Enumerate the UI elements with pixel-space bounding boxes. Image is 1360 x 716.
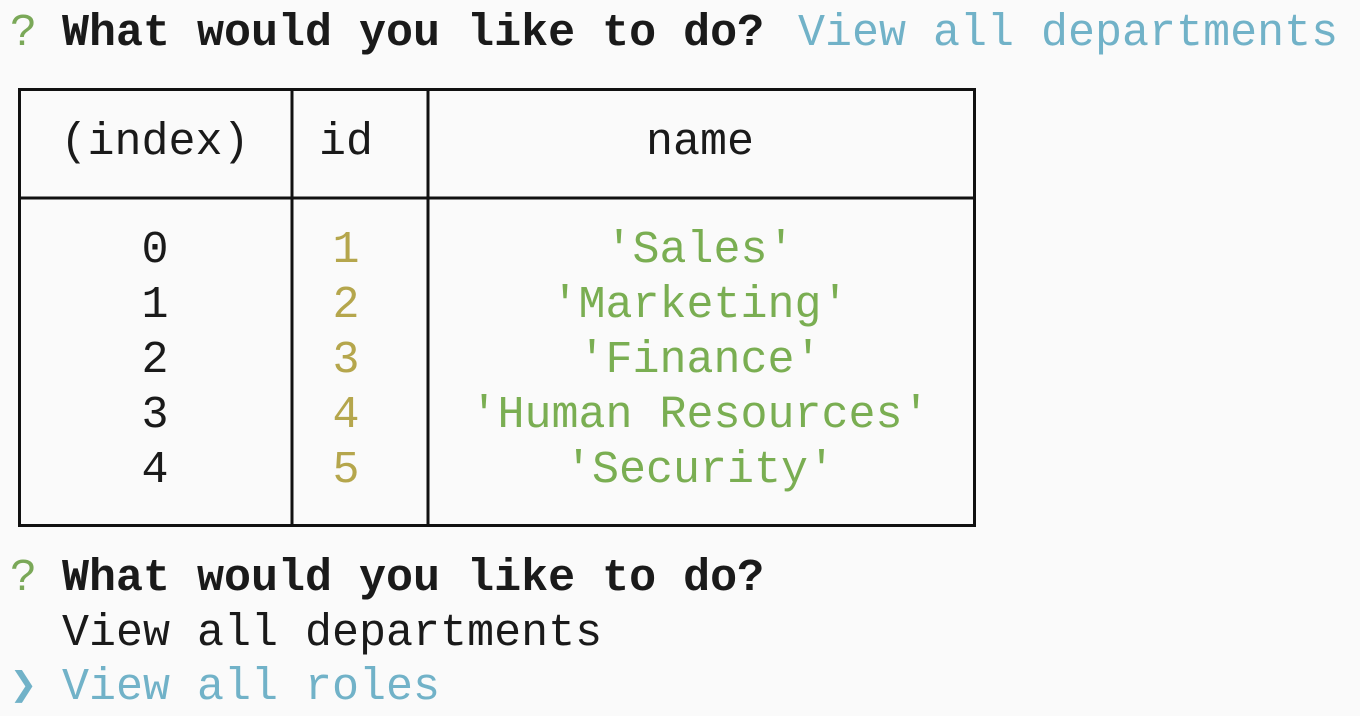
table-cell: 0 [141,225,168,276]
prompt-marker: ? [10,553,37,604]
table-cell: 2 [332,280,359,331]
table-cell: 2 [141,335,168,386]
table-header: (index) [60,117,249,168]
table-cell: 1 [141,280,168,331]
prompt-answer: View all departments [798,8,1338,59]
prompt-question: What would you like to do? [62,553,764,604]
table-cell: 'Human Resources' [470,390,929,441]
table-cell: 4 [332,390,359,441]
table-header: name [646,117,754,168]
prompt-line: ? What would you like to do? View all depa… [10,8,1338,59]
prompt-marker: ? [10,8,37,59]
table-cell: 'Marketing' [551,280,848,331]
table-cell: 'Security' [565,445,835,496]
menu-choice[interactable]: View all departments [62,608,602,659]
table-cell: 3 [141,390,168,441]
menu-pointer: ❯ [10,662,37,713]
menu-choice-selected[interactable]: View all roles [62,662,440,713]
table-cell: 'Finance' [578,335,821,386]
table-cell: 4 [141,445,168,496]
prompt-question: What would you like to do? [62,8,764,59]
table-cell: 3 [332,335,359,386]
table-border [18,88,976,527]
table-cell: 5 [332,445,359,496]
table-cell: 1 [332,225,359,276]
prompt-line: ? What would you like to do? [10,553,764,604]
table-header: id [319,117,373,168]
table-cell: 'Sales' [605,225,794,276]
